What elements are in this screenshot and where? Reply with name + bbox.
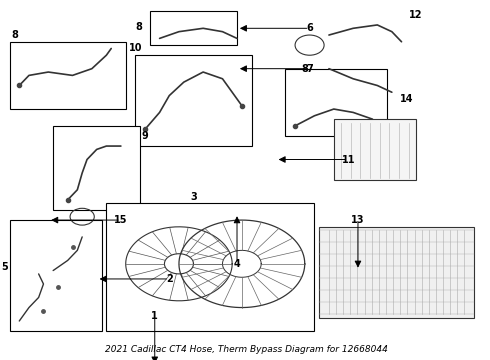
FancyBboxPatch shape	[135, 55, 251, 146]
Text: 1: 1	[151, 311, 158, 321]
FancyBboxPatch shape	[106, 203, 315, 331]
Text: 8: 8	[11, 30, 18, 40]
FancyBboxPatch shape	[150, 12, 237, 45]
FancyBboxPatch shape	[53, 126, 140, 210]
Text: 14: 14	[400, 94, 413, 104]
Text: 4: 4	[234, 259, 241, 269]
Text: 9: 9	[142, 131, 148, 141]
FancyBboxPatch shape	[334, 119, 416, 180]
FancyBboxPatch shape	[10, 42, 126, 109]
FancyBboxPatch shape	[10, 220, 101, 331]
Text: 6: 6	[306, 23, 313, 33]
Text: 2021 Cadillac CT4 Hose, Therm Bypass Diagram for 12668044: 2021 Cadillac CT4 Hose, Therm Bypass Dia…	[105, 345, 388, 354]
FancyBboxPatch shape	[285, 69, 387, 136]
Text: 8: 8	[136, 22, 143, 32]
Text: 10: 10	[129, 44, 142, 54]
Text: 3: 3	[190, 192, 197, 202]
FancyBboxPatch shape	[319, 227, 474, 318]
Text: 12: 12	[409, 10, 423, 20]
Text: 13: 13	[351, 215, 365, 225]
Text: 2: 2	[166, 274, 172, 284]
Text: 7: 7	[306, 64, 313, 74]
Text: 5: 5	[1, 262, 8, 272]
Text: 11: 11	[342, 154, 355, 165]
Text: 8: 8	[301, 64, 308, 74]
Text: 15: 15	[114, 215, 127, 225]
